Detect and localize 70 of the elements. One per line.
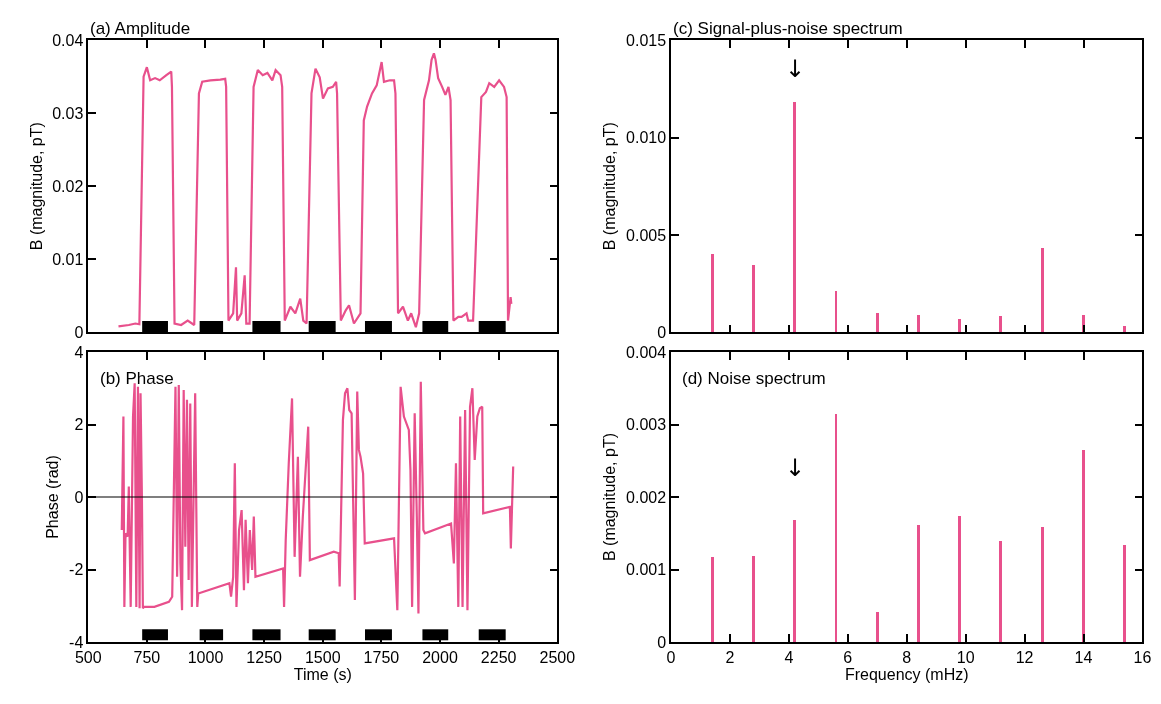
y-tick-label: 0.015 <box>626 31 667 49</box>
bar <box>711 254 715 333</box>
bar <box>958 319 962 333</box>
bar <box>1123 545 1127 642</box>
x-tick-label: 8 <box>902 649 912 666</box>
bar <box>835 291 838 333</box>
x-tick-label: 1250 <box>246 649 283 666</box>
y-axis-title: B (magnitude, pT) <box>27 122 45 251</box>
x-tick-label: 12 <box>1015 649 1034 666</box>
chart-title: (c) Signal-plus-noise spectrum <box>673 19 903 38</box>
x-tick-label: 10 <box>956 649 975 666</box>
y-tick-label: 0.010 <box>626 129 667 147</box>
bar <box>958 516 962 642</box>
x-tick-label: 1750 <box>363 649 400 666</box>
text: (d) Noise spectrum <box>682 369 826 388</box>
y-axis-title: B (magnitude, pT) <box>601 122 619 251</box>
bar <box>793 102 797 333</box>
bar <box>999 541 1003 642</box>
bar <box>876 313 880 333</box>
bar <box>752 265 756 333</box>
annotation: ↓ <box>785 454 806 482</box>
y-tick-label: 0.01 <box>52 250 84 268</box>
bar <box>1041 527 1045 642</box>
x-tick-label: 2000 <box>422 649 458 666</box>
y-axis-title: B (magnitude, pT) <box>601 432 619 562</box>
y-tick-label: 0 <box>657 323 667 341</box>
text: (b) Phase <box>100 369 174 388</box>
y-tick-label: 4 <box>74 343 84 361</box>
y-tick-label: 0.04 <box>52 31 84 49</box>
y-tick-label: 0 <box>74 488 84 506</box>
x-tick-label: 2500 <box>539 649 576 666</box>
line-series <box>117 52 513 329</box>
bar <box>752 556 756 642</box>
bar <box>999 316 1003 333</box>
x-tick-label: 16 <box>1133 649 1152 666</box>
y-tick-label: 0.02 <box>52 177 84 195</box>
bar <box>793 520 797 642</box>
x-tick-label: 2250 <box>480 649 517 666</box>
chart-title: (a) Amplitude <box>90 19 191 38</box>
annotation: ↓ <box>785 55 806 83</box>
y-tick-label: 0.003 <box>626 416 667 434</box>
y-tick-label: 0.004 <box>626 343 667 361</box>
y-tick-label: 0.001 <box>626 561 667 579</box>
y-tick-label: -4 <box>69 633 84 651</box>
bar <box>835 414 838 642</box>
bar <box>711 557 715 642</box>
x-tick-label: 750 <box>133 649 161 666</box>
x-tick-label: 14 <box>1074 649 1093 666</box>
x-tick-label: 1500 <box>304 649 341 666</box>
bar <box>917 315 921 333</box>
x-tick-label: 6 <box>843 649 853 666</box>
x-tick-label: 1000 <box>187 649 224 666</box>
bar <box>876 612 880 642</box>
y-tick-label: 0 <box>657 633 667 651</box>
y-axis-title: Phase (rad) <box>44 455 62 539</box>
bar <box>1082 450 1086 642</box>
y-tick-label: 0 <box>74 323 84 341</box>
bar <box>917 525 921 642</box>
x-axis-title: Frequency (mHz) <box>844 666 969 684</box>
y-tick-label: 0.005 <box>626 226 667 244</box>
y-tick-label: 2 <box>74 416 84 434</box>
x-tick-label: 500 <box>74 649 102 666</box>
bar <box>1123 326 1127 333</box>
x-tick-label: 2 <box>725 649 735 666</box>
y-tick-label: -2 <box>69 561 84 579</box>
y-tick-label: 0.03 <box>52 104 84 122</box>
bar <box>1041 248 1045 333</box>
y-tick-label: 0.002 <box>626 488 667 506</box>
x-tick-label: 4 <box>784 649 794 666</box>
x-axis-title: Time (s) <box>293 666 352 684</box>
